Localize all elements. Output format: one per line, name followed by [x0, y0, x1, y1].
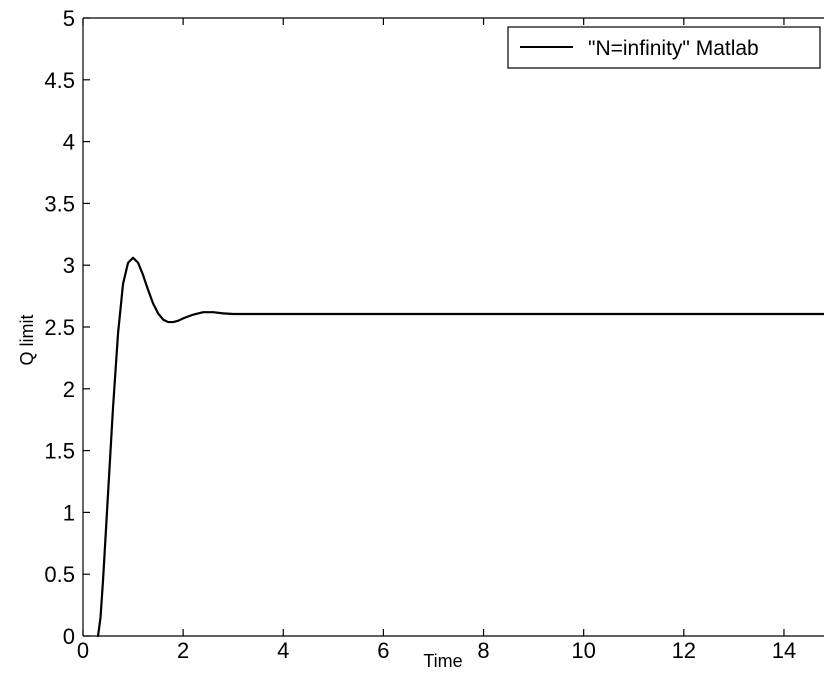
x-tick-label: 4: [277, 638, 289, 663]
x-tick-label: 0: [77, 638, 89, 663]
x-tick-label: 2: [177, 638, 189, 663]
y-tick-label: 1.5: [44, 439, 75, 464]
y-tick-label: 4: [63, 130, 75, 155]
x-axis-label: Time: [423, 651, 462, 671]
y-tick-label: 4.5: [44, 68, 75, 93]
ticks: 0 2 4 6 8 10 12 14 0 0.5 1 1.5 2 2.5 3 3.5 4 4.5 5: [44, 6, 796, 663]
y-axis-label: Q limit: [17, 315, 37, 366]
x-tick-label: 10: [571, 638, 595, 663]
series-lines: [96, 256, 824, 638]
y-tick-label: 3: [63, 253, 75, 278]
y-tick-label: 3.5: [44, 191, 75, 216]
y-tick-label: 2.5: [44, 315, 75, 340]
x-tick-label: 8: [477, 638, 489, 663]
x-tick-label: 12: [672, 638, 696, 663]
legend-entry-label: "N=infinity" Matlab: [588, 37, 759, 60]
x-tick-label: 14: [772, 638, 796, 663]
y-tick-label: 2: [63, 377, 75, 402]
y-tick-label: 1: [63, 500, 75, 525]
y-tick-label: 0: [63, 624, 75, 649]
legend: "N=infinity" Matlab: [507, 26, 821, 69]
y-tick-label: 0.5: [44, 562, 75, 587]
y-tick-label: 5: [63, 6, 75, 31]
x-tick-label: 6: [377, 638, 389, 663]
axes: [82, 17, 824, 637]
series-line: [96, 256, 824, 638]
